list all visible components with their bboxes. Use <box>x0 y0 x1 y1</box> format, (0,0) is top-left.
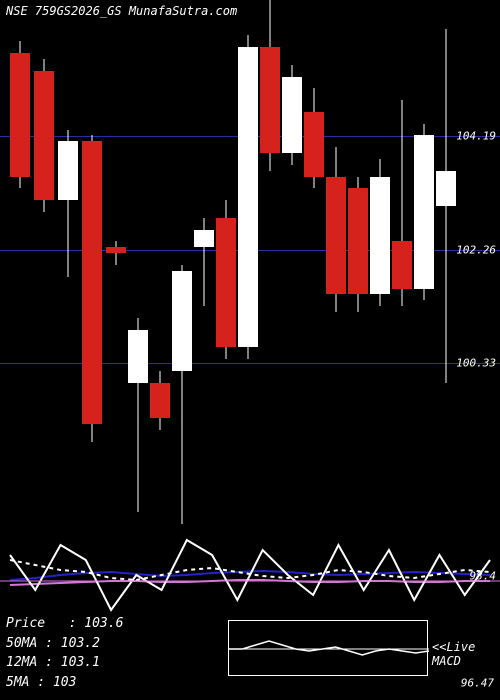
candle-body <box>194 230 214 248</box>
ma-line <box>10 580 490 585</box>
candle <box>34 59 54 212</box>
candle-body <box>414 135 434 288</box>
candle-body <box>282 77 302 154</box>
candle <box>58 130 78 277</box>
candle <box>82 135 102 441</box>
candle-body <box>128 330 148 383</box>
ma-line <box>10 571 490 580</box>
info-row: 5MA : 103 <box>6 673 123 693</box>
price-level-label: 104.19 <box>456 130 496 143</box>
macd-line <box>229 641 429 655</box>
candle-body <box>392 241 412 288</box>
ma-line <box>10 560 490 580</box>
candle <box>194 218 214 306</box>
info-row: Price : 103.6 <box>6 614 123 634</box>
candle-body <box>260 47 280 153</box>
candle-body <box>436 171 456 206</box>
candle-body <box>82 141 102 424</box>
candle <box>282 65 302 165</box>
candle <box>238 35 258 359</box>
candle <box>370 159 390 306</box>
macd-inset <box>228 620 428 676</box>
candle-body <box>150 383 170 418</box>
candle <box>414 124 434 301</box>
candle-body <box>58 141 78 200</box>
candle-body <box>172 271 192 371</box>
candle <box>10 41 30 188</box>
info-row: 50MA : 103.2 <box>6 634 123 654</box>
info-box: Price : 103.650MA : 103.212MA : 103.15MA… <box>6 614 123 692</box>
candle <box>392 100 412 306</box>
candle <box>436 29 456 382</box>
macd-bottom-right-value: 96.47 <box>461 677 494 690</box>
price-level-line <box>0 363 500 364</box>
info-row: 12MA : 103.1 <box>6 653 123 673</box>
chart-container: NSE 759GS2026_GS MunafaSutra.com Price :… <box>0 0 500 700</box>
candle-body <box>34 71 54 201</box>
candle-body <box>238 47 258 347</box>
macd-name-label: MACD <box>432 654 475 668</box>
candle-body <box>216 218 236 348</box>
candle <box>216 200 236 359</box>
candle <box>128 318 148 512</box>
candle <box>106 241 126 265</box>
ma-line <box>10 540 490 610</box>
candle-wick <box>116 241 117 265</box>
side-value-label: 98.4 <box>470 570 497 583</box>
price-level-label: 102.26 <box>456 243 496 256</box>
candle <box>260 0 280 171</box>
macd-plot <box>229 621 429 677</box>
candle <box>348 177 368 312</box>
candle <box>304 88 324 188</box>
candle-body <box>326 177 346 295</box>
candle-body <box>370 177 390 295</box>
price-level-label: 100.33 <box>456 357 496 370</box>
macd-labels: <<Live MACD <box>432 640 475 668</box>
candle-body <box>10 53 30 177</box>
macd-live-label: <<Live <box>432 640 475 654</box>
candle <box>326 147 346 312</box>
candle-body <box>106 247 126 253</box>
candle-body <box>304 112 324 177</box>
chart-title: NSE 759GS2026_GS MunafaSutra.com <box>6 4 237 18</box>
candle <box>150 371 170 430</box>
candle <box>172 265 192 524</box>
candle-wick <box>446 29 447 382</box>
candle-body <box>348 188 368 294</box>
